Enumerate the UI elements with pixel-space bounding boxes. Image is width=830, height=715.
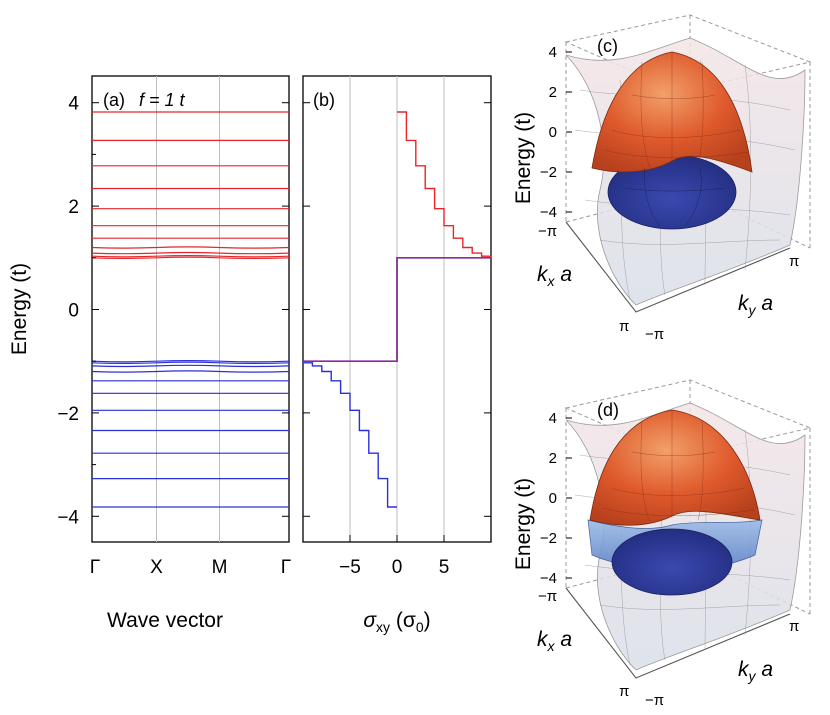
sigma-unit-open: (σ [390,609,416,632]
surface-d-base-edges [565,587,791,679]
z-tick-label: −4 [540,570,557,587]
panel-a-tag: (a) [103,90,125,110]
kx-axis-title: kx a [537,628,572,654]
band-line [91,361,290,364]
kx-axis-title: kx a [537,263,572,289]
panel-a-frame [91,75,290,543]
x-tick-label: 5 [439,557,450,578]
ky-sub: y [748,668,757,684]
x-tick-label: −5 [339,557,361,578]
kx-max-label: π [619,683,629,700]
sigma-unit-subscript: 0 [416,619,424,635]
kx-a: a [555,628,573,651]
band-line [91,256,290,259]
panel-b: −5 0 5 (b) σxy (σ0) [302,75,492,635]
z-ticks: 4 2 0 −2 −4 [540,44,572,221]
energy-axis-title: Energy (t) [8,263,31,355]
band-lines [91,111,290,508]
band-line [91,370,290,373]
kx-sub: x [547,638,556,654]
kx-min-label: −π [538,588,557,605]
x-tick-label: X [150,557,163,578]
ky-a: a [756,658,774,681]
y-tick-label: 2 [68,197,79,218]
panel-d: (d) 420−2−4 Energy (t) −π π −π π kx a ky… [512,379,812,709]
sigma-series-gap-level [303,257,491,362]
y-tick-label: 4 [68,94,79,115]
wave-vector-axis-title: Wave vector [107,609,223,632]
z-tick-label: 4 [549,44,557,61]
x-tick-label: M [212,557,228,578]
band-line [91,364,290,368]
ky-axis-title: ky a [738,292,773,318]
x-ticks: −5 0 5 [339,535,449,578]
panel-c: (c) 420−2−4 Energy (t) −π π −π π kx a ky… [512,14,812,343]
surface-d-upper-band [589,409,761,526]
x-tick-label: Γ [90,557,100,578]
x-tick-label: Γ [281,557,291,578]
band-annotation: f = 1 t [139,90,186,110]
sigma-staircases [302,102,492,517]
y-tick-label: 0 [68,301,79,322]
x-tick-label: 0 [392,557,403,578]
panel-d-tag: (d) [597,400,619,420]
z-tick-label: 2 [549,450,557,467]
sigma-series-sigma-lower [302,361,397,508]
ky-max-label: π [789,253,799,270]
surface-d-lower-band [611,528,733,596]
ky-a: a [756,292,774,315]
z-tick-label: 4 [549,410,557,427]
ky-k: k [738,658,750,681]
kx-a: a [555,263,573,286]
surface-c-energy-title: Energy (t) [512,112,535,204]
kx-min-label: −π [538,223,557,240]
sigma-symbol: σ [363,609,377,632]
ky-k: k [738,292,750,315]
z-tick-label: 0 [549,490,557,507]
ky-min-label: −π [645,692,664,709]
sigma-unit-close: ) [424,609,431,632]
sigma-axis-title: σxy (σ0) [363,609,430,635]
panel-c-tag: (c) [597,36,618,56]
ky-axis-title: ky a [738,658,773,684]
band-line [91,246,290,249]
surface-c-base-edges [565,221,791,313]
z-tick-label: −4 [540,204,557,221]
ky-sub: y [748,302,757,318]
z-tick-label: −2 [540,530,557,547]
kx-max-label: π [619,318,629,335]
ky-min-label: −π [645,326,664,343]
kx-k: k [537,628,549,651]
panel-a: 4 2 0 −2 −4 Γ X M Γ (a) f = 1 t Energy (t) Wave… [8,75,291,632]
kx-k: k [537,263,549,286]
y-tick-label: −2 [57,404,79,425]
sigma-subscript: xy [376,619,390,635]
sigma-series-sigma-upper [397,111,492,258]
z-ticks: 4 2 0 −2 −4 [540,410,572,587]
surface-d-energy-title: Energy (t) [512,478,535,570]
panel-b-tag: (b) [313,90,335,110]
z-tick-label: 2 [549,84,557,101]
z-tick-label: −2 [540,164,557,181]
band-line [91,360,290,363]
y-ticks: 4 2 0 −2 −4 [57,94,289,528]
ky-max-label: π [789,618,799,635]
band-line [91,251,290,255]
band-line [91,255,290,258]
y-tick-label: −4 [57,507,79,528]
z-tick-label: 0 [549,124,557,141]
kx-sub: x [547,273,556,289]
